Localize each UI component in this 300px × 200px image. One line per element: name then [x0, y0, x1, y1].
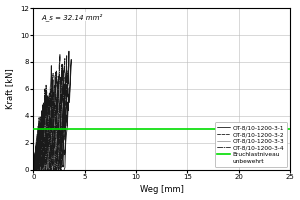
OT-8/10-1200-3-3: [34, 151, 37, 154]
OT-8/10-1200-3-2: [46, 101, 50, 104]
OT-8/10-1200-3-4: [58, 53, 62, 55]
OT-8/10-1200-3-1: [67, 50, 71, 52]
Line: OT-8/10-1200-3-4: OT-8/10-1200-3-4: [33, 54, 68, 170]
OT-8/10-1200-3-3: [40, 132, 44, 135]
OT-8/10-1200-3-1: [52, 94, 56, 96]
OT-8/10-1200-3-2: [33, 156, 37, 158]
OT-8/10-1200-3-2: [47, 154, 50, 157]
Line: OT-8/10-1200-3-1: OT-8/10-1200-3-1: [33, 51, 71, 170]
OT-8/10-1200-3-2: [36, 131, 40, 133]
OT-8/10-1200-3-2: [48, 164, 51, 166]
OT-8/10-1200-3-1: [43, 121, 46, 123]
OT-8/10-1200-3-3: [32, 169, 35, 171]
OT-8/10-1200-3-2: [63, 57, 67, 60]
OT-8/10-1200-3-3: [56, 167, 59, 169]
Legend: OT-8/10-1200-3-1, OT-8/10-1200-3-2, OT-8/10-1200-3-3, OT-8/10-1200-3-4, Bruchlas: OT-8/10-1200-3-1, OT-8/10-1200-3-2, OT-8…: [214, 122, 287, 167]
OT-8/10-1200-3-3: [32, 168, 35, 171]
Y-axis label: Kraft [kN]: Kraft [kN]: [6, 69, 15, 109]
OT-8/10-1200-3-1: [35, 144, 38, 147]
OT-8/10-1200-3-3: [58, 73, 61, 75]
OT-8/10-1200-3-2: [32, 169, 35, 171]
OT-8/10-1200-3-2: [58, 160, 62, 162]
OT-8/10-1200-3-4: [36, 153, 40, 155]
OT-8/10-1200-3-4: [46, 167, 50, 170]
OT-8/10-1200-3-4: [32, 169, 35, 171]
OT-8/10-1200-3-3: [47, 130, 51, 133]
OT-8/10-1200-3-1: [69, 64, 73, 66]
X-axis label: Weg [mm]: Weg [mm]: [140, 185, 184, 194]
OT-8/10-1200-3-1: [32, 169, 35, 171]
OT-8/10-1200-3-3: [56, 113, 59, 116]
OT-8/10-1200-3-4: [45, 142, 48, 144]
OT-8/10-1200-3-3: [39, 168, 43, 170]
Text: A_s = 32.14 mm²: A_s = 32.14 mm²: [41, 13, 102, 21]
OT-8/10-1200-3-1: [63, 167, 67, 169]
OT-8/10-1200-3-4: [41, 145, 44, 148]
Line: OT-8/10-1200-3-2: OT-8/10-1200-3-2: [33, 59, 67, 170]
OT-8/10-1200-3-3: [56, 117, 60, 119]
Line: OT-8/10-1200-3-3: OT-8/10-1200-3-3: [33, 74, 64, 170]
Bruchlastniveau: [32, 128, 35, 131]
OT-8/10-1200-3-2: [58, 88, 62, 91]
OT-8/10-1200-3-4: [50, 162, 54, 164]
OT-8/10-1200-3-4: [35, 152, 38, 154]
OT-8/10-1200-3-1: [62, 169, 66, 171]
OT-8/10-1200-3-1: [51, 118, 54, 121]
Bruchlastniveau: [42, 128, 45, 131]
OT-8/10-1200-3-4: [60, 169, 63, 171]
